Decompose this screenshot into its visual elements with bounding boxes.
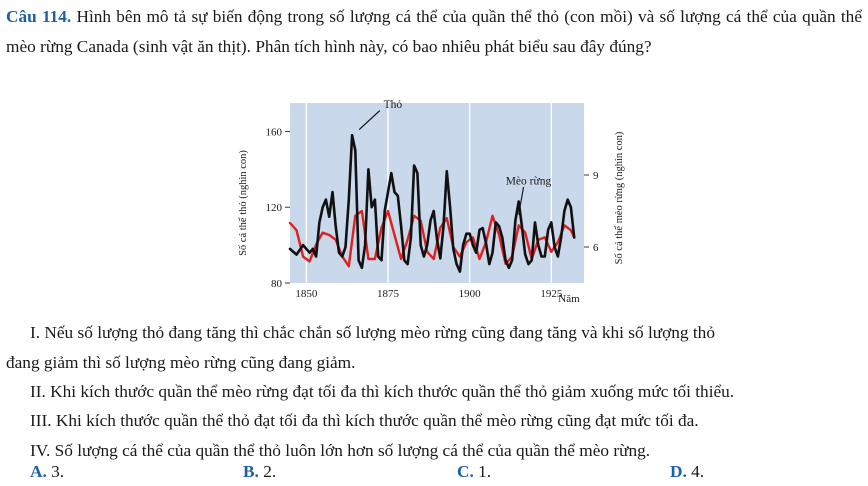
plot-area [290, 103, 584, 283]
option-d-value: 4. [691, 462, 705, 481]
x-axis-tick-label: 1900 [459, 288, 482, 300]
statement-2: II. Khi kích thước quần thể mèo rừng đạt… [30, 382, 735, 401]
option-b-value: 2. [263, 462, 277, 481]
option-b-letter: B. [243, 462, 259, 481]
option-d[interactable]: D. 4. [670, 457, 704, 486]
left-axis-tick-label: 80 [271, 278, 283, 290]
left-axis-tick-label: 120 [266, 202, 283, 214]
option-a[interactable]: A. 3. [30, 457, 64, 486]
option-b[interactable]: B. 2. [243, 457, 276, 486]
x-axis-title: Năm [558, 293, 580, 305]
annotation-leader-tho [358, 110, 381, 130]
chart-svg: 80 120 160 6 9 1850 1875 1900 1925 Số cá thể thỏ … [238, 100, 625, 305]
question-number: Câu 114. [6, 7, 72, 26]
x-axis-tick-label: 1925 [540, 288, 563, 300]
statement-1-line-2: đang giảm thì số lượng mèo rừng cũng đan… [6, 353, 356, 372]
annotation-label-meo-rung: Mèo rừng [506, 176, 552, 188]
statement-3: III. Khi kích thước quần thể thỏ đạt tối… [30, 411, 699, 430]
option-d-letter: D. [670, 462, 687, 481]
option-c[interactable]: C. 1. [457, 457, 491, 486]
right-axis-tick-label: 9 [593, 170, 599, 182]
question-block: Câu 114. Hình bên mô tả sự biến động tro… [6, 2, 862, 62]
option-a-value: 3. [51, 462, 65, 481]
question-text: Hình bên mô tả sự biến động trong số lượ… [6, 7, 862, 56]
right-axis-title: Số cá thể mèo rừng (nghìn con) [614, 131, 625, 264]
option-c-letter: C. [457, 462, 474, 481]
left-axis-title: Số cá thể thỏ (nghìn con) [238, 150, 249, 256]
annotation-leader-meo-rung [518, 186, 525, 215]
option-c-value: 1. [478, 462, 492, 481]
x-axis-tick-label: 1875 [377, 288, 400, 300]
left-axis-tick-label: 160 [266, 126, 283, 138]
x-axis-tick-label: 1850 [295, 288, 318, 300]
right-axis-tick-label: 6 [593, 242, 599, 254]
statement-1-line-1: I. Nếu số lượng thỏ đang tăng thì chắc c… [30, 323, 715, 342]
option-a-letter: A. [30, 462, 47, 481]
statement-4: IV. Số lượng cá thể của quần thể thỏ luô… [30, 441, 651, 460]
annotation-label-tho: Thỏ [384, 100, 403, 111]
population-chart: 80 120 160 6 9 1850 1875 1900 1925 Số cá thể thỏ … [232, 100, 632, 310]
series-line-tho [288, 133, 576, 273]
